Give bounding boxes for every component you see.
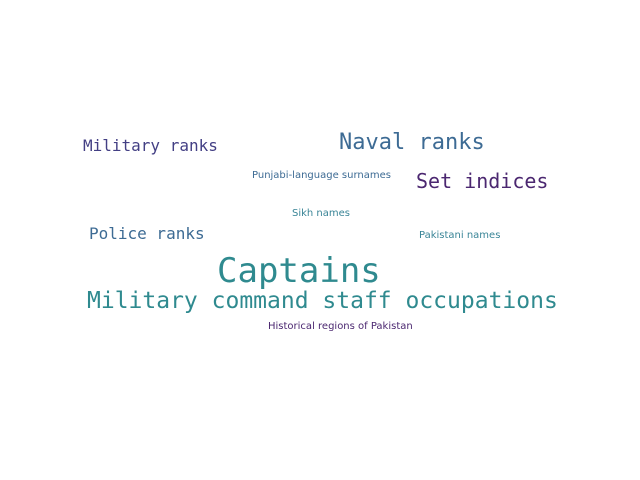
word-police-ranks: Police ranks — [89, 224, 205, 243]
word-military-ranks: Military ranks — [83, 136, 218, 155]
word-sikh-names: Sikh names — [292, 208, 351, 219]
word-set-indices: Set indices — [416, 169, 549, 193]
word-captains: Captains — [217, 251, 381, 291]
word-pakistani-names: Pakistani names — [419, 230, 501, 241]
word-naval-ranks: Naval ranks — [339, 130, 485, 155]
word-military-command-staff-occupations: Military command staff occupations — [87, 288, 558, 314]
word-punjabi-language-surnames: Punjabi-language surnames — [252, 170, 391, 181]
word-historical-regions-of-pakistan: Historical regions of Pakistan — [268, 321, 413, 332]
